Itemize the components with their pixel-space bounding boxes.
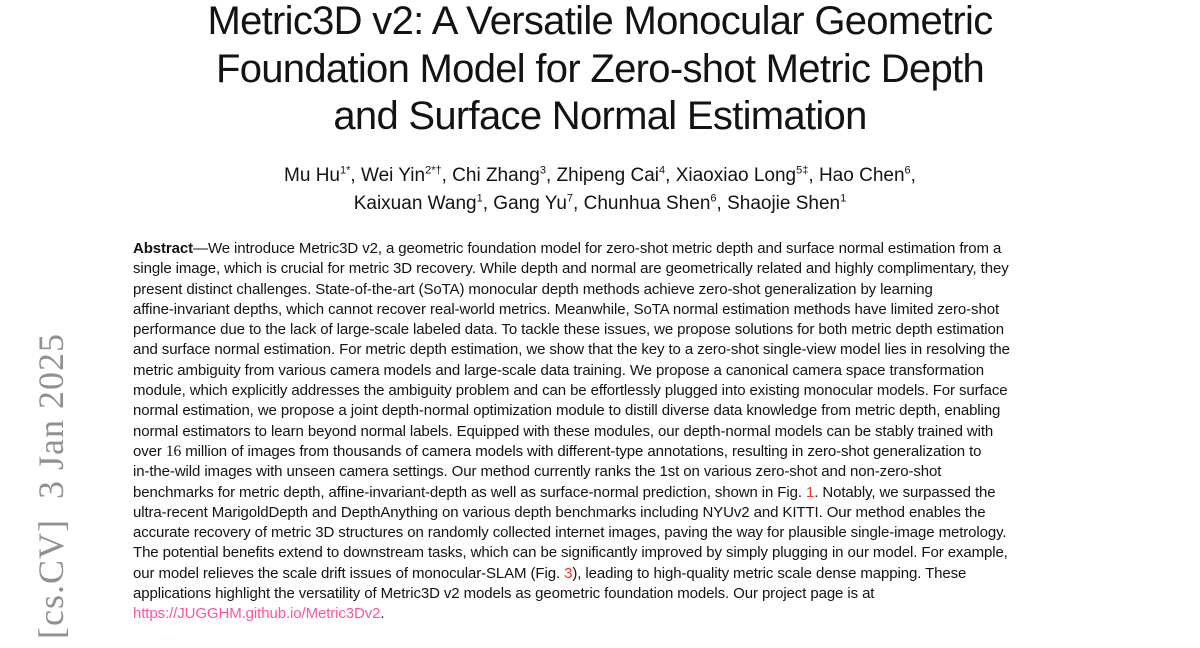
text-segment: . Notably, we surpassed the [814,483,996,501]
text-segment: accurate recovery of metric 3D structure… [133,524,1007,542]
title-line: and Surface Normal Estimation [333,94,867,138]
affiliation-superscript: 1* [340,164,351,177]
abstract-line: applications highlight the versatility o… [133,584,1093,604]
affiliation-superscript: 5‡ [796,164,809,177]
arxiv-stamp: [cs.CV] 3 Jan 2025 [31,333,71,639]
text-segment: benchmarks for metric depth, affine-inva… [133,483,806,501]
affiliation-superscript: 6 [710,192,717,205]
author-line: Mu Hu1*, Wei Yin2*†, Chi Zhang3, Zhipeng… [0,162,1200,190]
abstract-line: affine-invariant depths, which cannot re… [133,300,1093,320]
text-segment: and surface normal estimation. For metri… [133,341,1010,359]
text-segment: Kaixuan Wang [353,193,477,214]
text-segment: , Chi Zhang [441,165,540,186]
abstract-line: performance due to the lack of large-sca… [133,320,1093,340]
abstract-line: https://JUGGHM.github.io/Metric3Dv2. [133,604,1093,624]
title-line: Metric3D v2: A Versatile Monocular Geome… [207,0,993,43]
text-segment: present distinct challenges. State-of-th… [133,280,933,298]
paper-title: Metric3D v2: A Versatile Monocular Geome… [0,0,1200,141]
affiliation-superscript: 3 [539,164,546,177]
abstract-line: our model relieves the scale drift issue… [133,564,1093,584]
affiliation-superscript: 4 [659,164,666,177]
text-segment: , [910,165,916,186]
text-segment: . [380,605,385,623]
text-segment: normal estimation, we propose a joint de… [133,402,1001,420]
text-segment: normal estimators to learn beyond normal… [133,422,994,440]
text-segment: Mu Hu [284,165,340,186]
text-segment: Abstract [133,240,194,257]
affiliation-superscript: 7 [566,192,574,205]
text-segment: , Shaojie Shen [716,193,841,214]
text-segment: 16 [165,442,182,460]
text-segment: affine-invariant depths, which cannot re… [133,300,1000,318]
text-segment: performance due to the lack of large-sca… [133,321,1004,339]
abstract: Abstract—We introduce Metric3D v2, a geo… [133,239,1093,625]
abstract-line: over 16 million of images from thousands… [133,442,1093,462]
text-segment: applications highlight the versatility o… [133,585,875,603]
abstract-line: ultra-recent MarigoldDepth and DepthAnyt… [133,503,1093,523]
text-segment: , Zhipeng Cai [545,165,659,186]
text-segment: , Wei Yin [350,165,426,186]
text-segment: million of images from thousands of came… [181,442,982,460]
text-segment: ), leading to high-quality metric scale … [572,564,967,582]
text-segment: in-the-wild images with unseen camera se… [133,463,942,481]
text-segment: —We introduce Metric3D v2, a geometric f… [193,240,1002,257]
affiliation-superscript: 2*† [425,164,442,177]
text-segment: , Chunhua Shen [573,193,711,214]
abstract-line: benchmarks for metric depth, affine-inva… [133,483,1093,503]
abstract-line: and surface normal estimation. For metri… [133,340,1093,360]
text-segment: , Hao Chen [808,165,905,186]
abstract-line: normal estimators to learn beyond normal… [133,422,1093,442]
abstract-line: in-the-wild images with unseen camera se… [133,462,1093,482]
text-segment: single image, which is crucial for metri… [133,260,1009,278]
affiliation-superscript: 1 [476,192,483,205]
text-segment: over [133,442,166,460]
title-line: Foundation Model for Zero-shot Metric De… [215,46,985,91]
text-segment: our model relieves the scale drift issue… [133,564,565,582]
abstract-line: normal estimation, we propose a joint de… [133,401,1093,421]
abstract-line: Abstract—We introduce Metric3D v2, a geo… [133,239,1093,259]
abstract-line: accurate recovery of metric 3D structure… [133,523,1093,543]
text-segment: , Xiaoxiao Long [665,165,797,186]
abstract-line: present distinct challenges. State-of-th… [133,280,1093,300]
project-link[interactable]: https://JUGGHM.github.io/Metric3Dv2 [133,605,381,623]
abstract-line: module, which explicitly addresses the a… [133,381,1093,401]
affiliation-superscript: 1 [840,192,847,205]
author-line: Kaixuan Wang1, Gang Yu7, Chunhua Shen6, … [0,190,1200,218]
abstract-line: The potential benefits extend to downstr… [133,543,1093,563]
affiliation-superscript: 6 [904,164,911,177]
text-segment: metric ambiguity from various camera mod… [133,361,984,379]
text-segment: ultra-recent MarigoldDepth and DepthAnyt… [133,503,986,521]
text-segment: , Gang Yu [482,193,567,214]
figure-ref[interactable]: 3 [564,564,573,582]
abstract-line: metric ambiguity from various camera mod… [133,361,1093,381]
text-segment: module, which explicitly addresses the a… [133,382,1008,400]
figure-ref[interactable]: 1 [805,483,815,501]
text-segment: The potential benefits extend to downstr… [133,544,1008,562]
abstract-line: single image, which is crucial for metri… [133,259,1093,279]
author-list: Mu Hu1*, Wei Yin2*†, Chi Zhang3, Zhipeng… [0,162,1200,218]
